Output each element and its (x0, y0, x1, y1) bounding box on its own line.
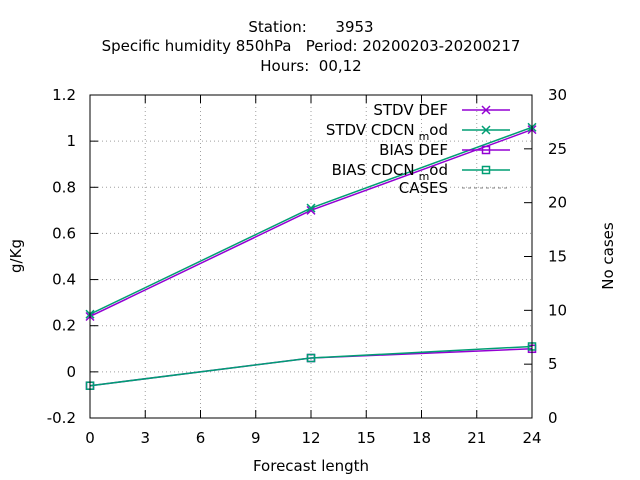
legend-label-text: STDV CDCN (326, 121, 415, 139)
x-tick-label: 18 (412, 429, 431, 447)
legend-label: CASES (399, 179, 448, 197)
legend-swatch-marker (481, 145, 491, 155)
x-tick-label: 9 (251, 429, 261, 447)
legend-swatch-marker (481, 105, 491, 115)
legend-label: STDV CDCN mod (326, 121, 448, 143)
plot-frame (89, 94, 533, 419)
y-tick-label: 0.8 (52, 178, 76, 196)
x-tick-label: 6 (196, 429, 206, 447)
marker-stroke (481, 125, 491, 135)
y2-axis-ticks: 0 5 10 15 20 25 30 (524, 86, 567, 427)
legend-label: BIAS CDCN mod (332, 161, 448, 183)
y-tick-label: -0.2 (47, 409, 76, 427)
x-axis-ticks: 0 3 6 9 12 15 18 21 24 (85, 95, 542, 447)
y-tick-label: 1 (66, 132, 76, 150)
y2-axis-label: No cases (599, 222, 617, 290)
legend-swatch-marker (481, 165, 491, 175)
data-point (306, 353, 316, 363)
legend-label: STDV DEF (373, 101, 448, 119)
y-tick-label: 0.2 (52, 317, 76, 335)
y-tick-label: 0.4 (52, 271, 76, 289)
y-tick-label: 0 (66, 363, 76, 381)
y2-tick-label: 10 (548, 301, 567, 319)
title-line: Specific humidity 850hPa Period: 2020020… (102, 37, 521, 55)
x-tick-label: 0 (85, 429, 95, 447)
legend-label-sub: m (419, 130, 430, 143)
legend-label-text: BIAS CDCN (332, 161, 415, 179)
legend-label-tail: od (429, 161, 448, 179)
y-axis-ticks: -0.2 0 0.2 0.4 0.6 0.8 1 1.2 (47, 86, 98, 427)
y2-tick-label: 5 (548, 355, 558, 373)
y2-tick-label: 20 (548, 194, 567, 212)
legend-label: BIAS DEF (379, 141, 448, 159)
y2-tick-label: 0 (548, 409, 558, 427)
data-point (306, 203, 316, 213)
title-line: Hours: 00,12 (260, 57, 361, 75)
x-tick-label: 21 (467, 429, 486, 447)
legend-label-text: CASES (399, 179, 448, 197)
x-tick-label: 12 (301, 429, 320, 447)
x-tick-label: 3 (140, 429, 150, 447)
legend-label-tail: od (429, 121, 448, 139)
marker-stroke (481, 105, 491, 115)
y-tick-label: 1.2 (52, 86, 76, 104)
y2-tick-label: 25 (548, 140, 567, 158)
title-line: Station: 3953 (248, 18, 373, 36)
legend-label-text: BIAS DEF (379, 141, 448, 159)
x-tick-label: 15 (357, 429, 376, 447)
legend-label-text: STDV DEF (373, 101, 448, 119)
grid-lines (90, 95, 532, 418)
legend-label-sub: m (419, 170, 430, 183)
series-line-3 (89, 345, 533, 387)
y2-tick-label: 15 (548, 248, 567, 266)
x-axis-label: Forecast length (253, 457, 369, 475)
legend-swatch-marker (481, 125, 491, 135)
x-tick-label: 24 (522, 429, 541, 447)
y-tick-label: 0.6 (52, 224, 76, 242)
y-axis-label: g/Kg (7, 239, 25, 273)
marker-stroke (306, 203, 316, 213)
y2-tick-label: 30 (548, 86, 567, 104)
